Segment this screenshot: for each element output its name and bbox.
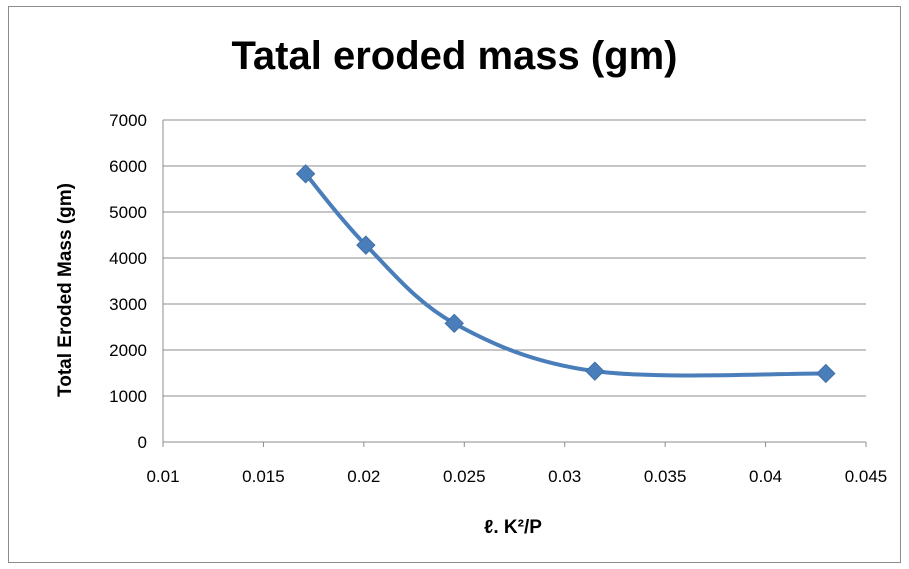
y-tick-labels: 0 1000 2000 3000 4000 5000 6000 7000 (109, 111, 147, 452)
x-tick-label: 0.025 (443, 467, 486, 486)
y-tick-label: 7000 (109, 111, 147, 130)
y-tick-label: 3000 (109, 295, 147, 314)
x-tick-labels: 0.01 0.015 0.02 0.025 0.03 0.035 0.04 0.045 (146, 467, 887, 486)
y-tick-label: 2000 (109, 341, 147, 360)
chart-title: Tatal eroded mass (gm) (231, 34, 678, 78)
x-tick-label: 0.045 (845, 467, 888, 486)
axes (162, 120, 867, 447)
x-tick-label: 0.03 (548, 467, 581, 486)
data-point (356, 235, 376, 255)
x-tick-label: 0.015 (242, 467, 285, 486)
x-tick-label: 0.02 (347, 467, 380, 486)
gridlines (163, 119, 866, 397)
y-tick-label: 0 (138, 433, 147, 452)
data-series (295, 164, 836, 384)
x-tick-label: 0.04 (749, 467, 782, 486)
y-tick-label: 5000 (109, 203, 147, 222)
x-axis-label: ℓ. K²/P (484, 517, 542, 538)
x-tick-label: 0.01 (146, 467, 179, 486)
y-tick-label: 6000 (109, 157, 147, 176)
data-point (295, 164, 316, 184)
series-line (303, 171, 828, 378)
chart-frame (8, 6, 901, 563)
data-point (585, 361, 605, 381)
y-tick-label: 4000 (109, 249, 147, 268)
y-axis-label: Total Eroded Mass (gm) (55, 183, 76, 397)
x-tick-label: 0.035 (644, 467, 687, 486)
data-point (816, 363, 836, 384)
data-point (444, 313, 464, 334)
y-tick-label: 1000 (109, 387, 147, 406)
